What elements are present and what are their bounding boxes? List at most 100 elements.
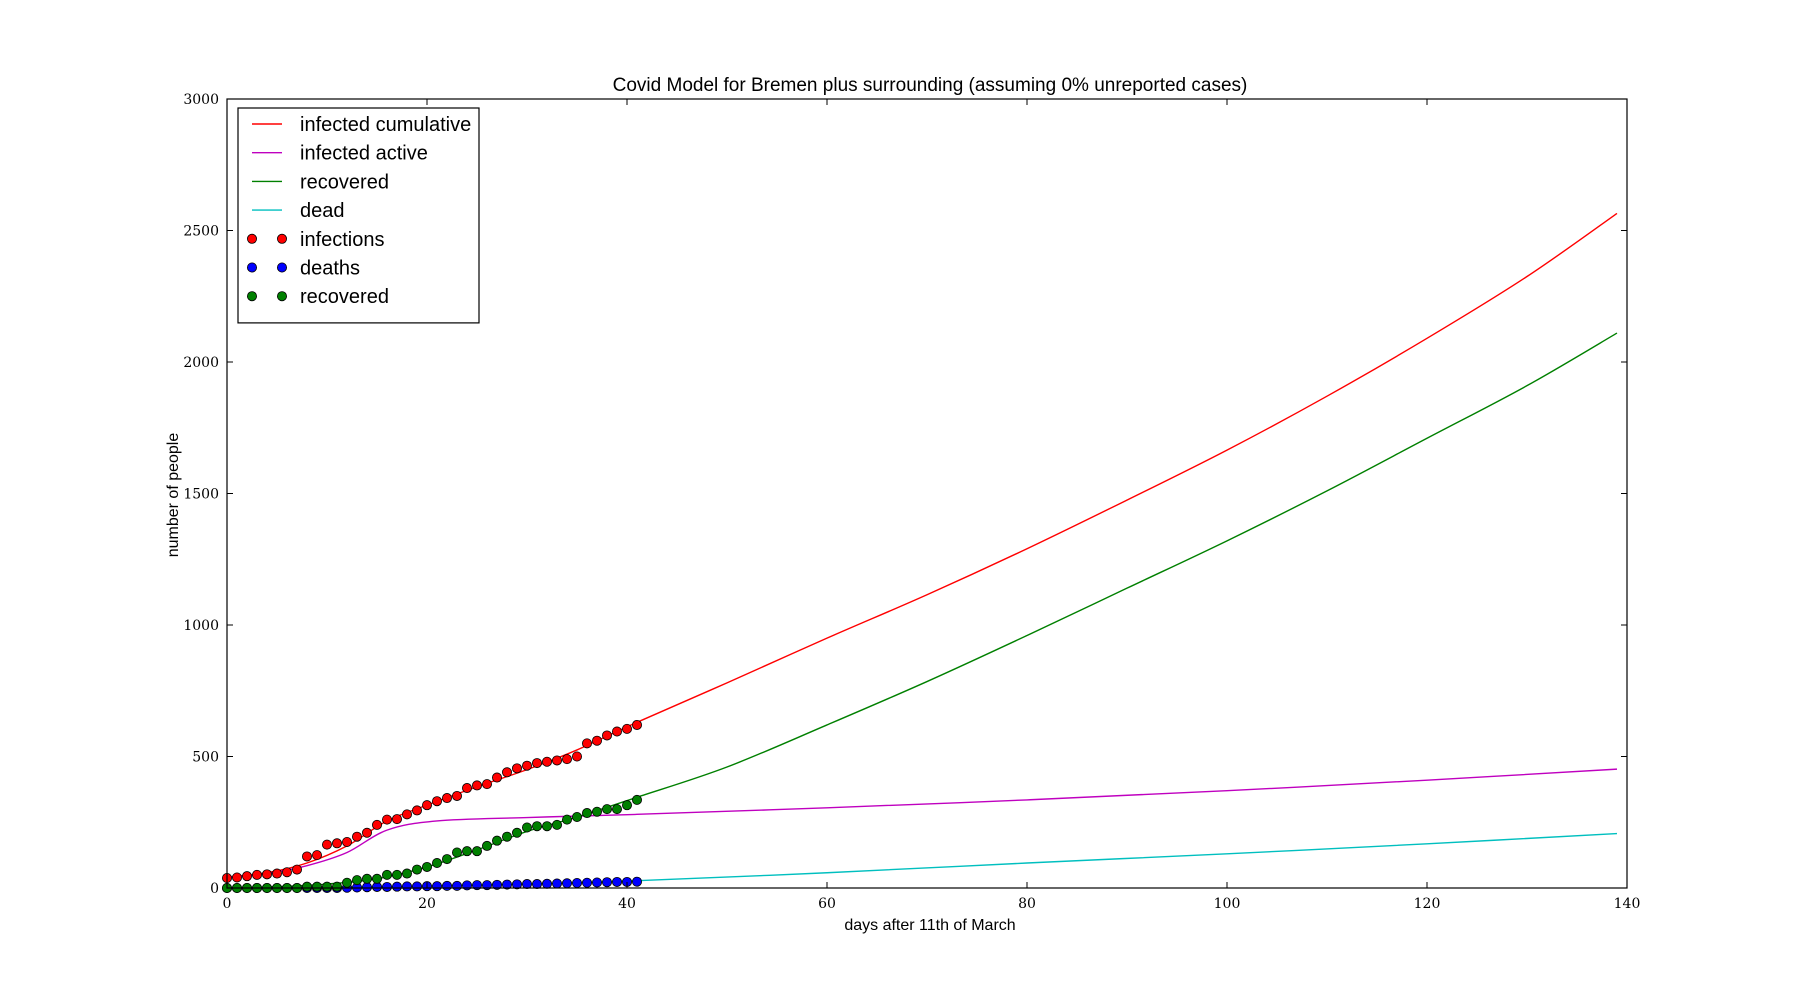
point-infections bbox=[471, 780, 482, 791]
markers-recovered bbox=[221, 794, 643, 894]
point-recovered bbox=[491, 835, 502, 846]
point-infections bbox=[542, 756, 553, 767]
x-tick-label: 120 bbox=[1414, 896, 1441, 912]
point-infections bbox=[241, 871, 252, 882]
point-deaths bbox=[522, 879, 533, 890]
point-infections bbox=[481, 779, 492, 790]
point-recovered bbox=[351, 875, 362, 886]
point-recovered bbox=[321, 881, 332, 892]
point-infections bbox=[371, 819, 382, 830]
point-infections bbox=[491, 772, 502, 783]
legend-label-recovered: recovered bbox=[300, 171, 389, 193]
point-infections bbox=[461, 783, 472, 794]
legend-marker-infections bbox=[246, 233, 257, 244]
point-infections bbox=[532, 758, 543, 769]
point-infections bbox=[251, 869, 262, 880]
point-infections bbox=[281, 867, 292, 878]
point-infections bbox=[602, 730, 613, 741]
point-infections bbox=[351, 831, 362, 842]
point-infections bbox=[411, 805, 422, 816]
point-deaths bbox=[451, 880, 462, 891]
point-infections bbox=[381, 814, 392, 825]
point-recovered bbox=[512, 827, 523, 838]
x-tick-label: 60 bbox=[818, 896, 836, 912]
point-infections bbox=[401, 809, 412, 820]
point-deaths bbox=[512, 879, 523, 890]
point-infections bbox=[231, 872, 242, 883]
y-tick-label: 3000 bbox=[183, 92, 219, 108]
y-tick-label: 500 bbox=[192, 750, 219, 766]
point-deaths bbox=[441, 880, 452, 891]
point-recovered bbox=[311, 881, 322, 892]
point-recovered bbox=[481, 840, 492, 851]
point-infections bbox=[612, 726, 623, 737]
legend-label-infected-cumulative: infected cumulative bbox=[300, 114, 471, 136]
point-recovered bbox=[371, 873, 382, 884]
x-axis-label: days after 11th of March bbox=[844, 917, 1015, 934]
point-deaths bbox=[562, 878, 573, 889]
markers-infections bbox=[221, 719, 643, 884]
axis-ticks bbox=[226, 98, 1628, 889]
x-tick-label: 80 bbox=[1018, 896, 1036, 912]
point-infections bbox=[391, 814, 402, 825]
point-deaths bbox=[361, 882, 372, 893]
point-deaths bbox=[542, 878, 553, 889]
legend-label-dead: dead bbox=[300, 200, 345, 222]
chart-title: Covid Model for Bremen plus surrounding … bbox=[613, 75, 1248, 96]
point-deaths bbox=[532, 879, 543, 890]
point-infections bbox=[441, 793, 452, 804]
point-infections bbox=[572, 751, 583, 762]
point-deaths bbox=[391, 881, 402, 892]
point-recovered bbox=[632, 794, 643, 805]
point-recovered bbox=[421, 861, 432, 872]
point-recovered bbox=[411, 864, 422, 875]
axis-tick-labels: 0 20 40 60 80 100 120 140 0 500 1000 1500 2000 2500 30… bbox=[183, 92, 1640, 912]
point-recovered bbox=[471, 846, 482, 857]
point-recovered bbox=[532, 821, 543, 832]
point-recovered bbox=[341, 877, 352, 888]
legend-marker-deaths bbox=[246, 262, 257, 273]
legend-box bbox=[237, 107, 480, 324]
point-infections bbox=[552, 755, 563, 766]
legend-label-recovered: recovered bbox=[300, 286, 389, 308]
point-recovered bbox=[622, 800, 633, 811]
point-deaths bbox=[491, 879, 502, 890]
point-recovered bbox=[331, 881, 342, 892]
legend-label-infections: infections bbox=[300, 229, 385, 251]
point-deaths bbox=[381, 881, 392, 892]
point-infections bbox=[582, 738, 593, 749]
line-infected-active bbox=[226, 768, 1618, 879]
y-tick-label: 1500 bbox=[183, 487, 219, 503]
point-recovered bbox=[451, 847, 462, 858]
point-infections bbox=[361, 827, 372, 838]
point-infections bbox=[331, 838, 342, 849]
point-deaths bbox=[411, 881, 422, 892]
point-deaths bbox=[582, 877, 593, 888]
point-infections bbox=[301, 851, 312, 862]
point-recovered bbox=[592, 806, 603, 817]
point-infections bbox=[421, 800, 432, 811]
point-infections bbox=[261, 869, 272, 880]
point-recovered bbox=[572, 811, 583, 822]
point-deaths bbox=[612, 876, 623, 887]
x-tick-label: 140 bbox=[1614, 896, 1641, 912]
legend-marker-deaths bbox=[276, 262, 287, 273]
x-tick-label: 0 bbox=[223, 896, 232, 912]
point-recovered bbox=[562, 814, 573, 825]
point-recovered bbox=[381, 869, 392, 880]
point-infections bbox=[321, 839, 332, 850]
point-recovered bbox=[431, 858, 442, 869]
point-recovered bbox=[602, 804, 613, 815]
point-recovered bbox=[461, 846, 472, 857]
y-axis-label: number of people bbox=[165, 433, 182, 558]
y-tick-label: 0 bbox=[210, 881, 219, 897]
legend-marker-recovered bbox=[246, 291, 257, 302]
point-infections bbox=[622, 723, 633, 734]
point-deaths bbox=[572, 878, 583, 889]
point-deaths bbox=[501, 879, 512, 890]
point-recovered bbox=[441, 854, 452, 865]
point-infections bbox=[632, 719, 643, 730]
y-tick-label: 2000 bbox=[183, 355, 219, 371]
point-infections bbox=[512, 763, 523, 774]
point-infections bbox=[522, 760, 533, 771]
